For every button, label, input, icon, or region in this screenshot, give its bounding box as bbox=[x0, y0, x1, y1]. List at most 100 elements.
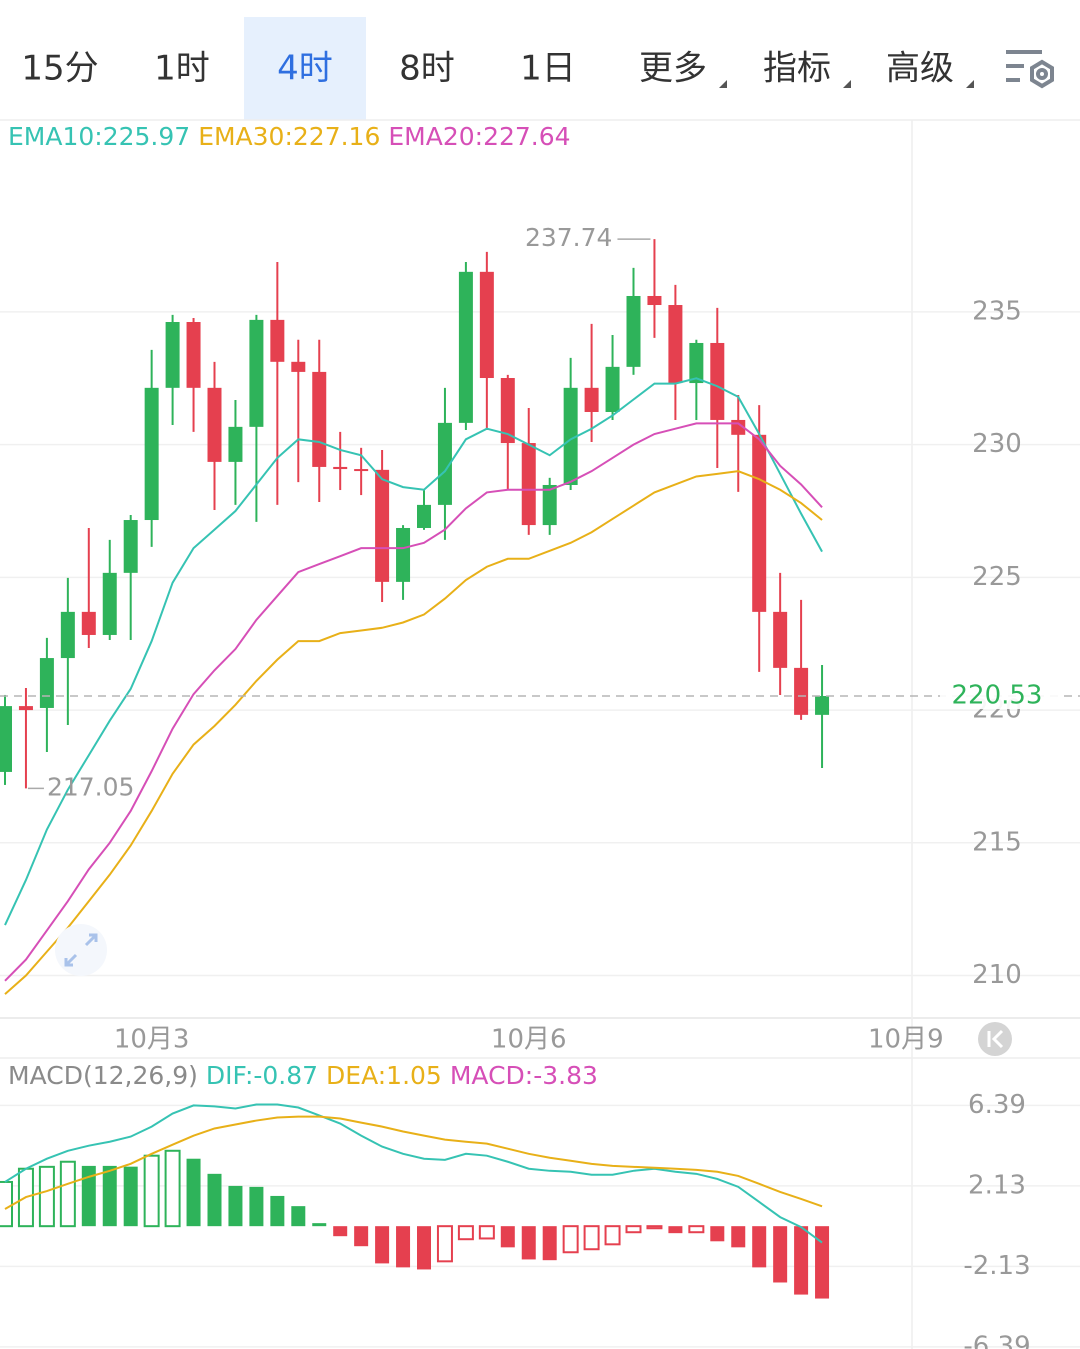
candle-body bbox=[18, 706, 33, 711]
macd-bar bbox=[625, 1225, 642, 1234]
macd-bar bbox=[521, 1226, 536, 1260]
last-price-box bbox=[940, 681, 1060, 710]
legend: MACD(12,26,9) DIF:-0.87 DEA:1.05 MACD:-3.83 bbox=[8, 1061, 598, 1090]
candle-body bbox=[563, 387, 578, 485]
candle-body bbox=[123, 520, 138, 573]
y-tick-label: 235 bbox=[972, 296, 1022, 326]
ema-line bbox=[4, 422, 823, 982]
dropdown-caret bbox=[966, 80, 974, 88]
candle-body bbox=[102, 572, 117, 635]
candle-body bbox=[626, 295, 641, 367]
candle-body bbox=[81, 611, 96, 635]
macd-bar bbox=[291, 1206, 306, 1227]
dropdown-caret bbox=[843, 80, 851, 88]
macd-bar bbox=[457, 1225, 474, 1241]
macd-bar bbox=[102, 1165, 117, 1227]
tab[interactable]: 8时 bbox=[399, 49, 455, 89]
ema-line bbox=[4, 470, 823, 995]
macd-bar bbox=[0, 1180, 13, 1228]
macd-bar bbox=[710, 1226, 725, 1242]
tab[interactable]: 更多 bbox=[639, 49, 727, 89]
icon-hex bbox=[1030, 59, 1054, 89]
tab[interactable]: 1时 bbox=[154, 49, 210, 89]
candle-body bbox=[479, 271, 494, 379]
tab[interactable]: 4时 bbox=[244, 17, 366, 120]
dropdown-caret bbox=[719, 80, 727, 88]
legend-entry: EMA30:227.16 bbox=[198, 122, 380, 151]
tab-label: 1日 bbox=[520, 49, 576, 89]
macd-bar bbox=[773, 1226, 788, 1283]
candle-body bbox=[605, 366, 620, 412]
candle-body bbox=[144, 387, 159, 521]
y-tick-label: 215 bbox=[972, 827, 1022, 857]
candle-body bbox=[291, 361, 306, 372]
macd-bar bbox=[500, 1226, 515, 1248]
tab[interactable]: 高级 bbox=[886, 49, 974, 89]
candle-body bbox=[584, 387, 599, 412]
macd-bar bbox=[81, 1165, 96, 1227]
legend-entry: DIF:-0.87 bbox=[206, 1061, 318, 1090]
macd-bar bbox=[417, 1226, 431, 1270]
macd-bar bbox=[815, 1226, 830, 1299]
x-tick-label: 10月3 bbox=[114, 1025, 190, 1055]
candle-body bbox=[207, 387, 222, 462]
timeframe-tabs: 15分 1时 4时 8时 1日 更多 指标 高级 bbox=[21, 17, 974, 120]
y-tick-label: 210 bbox=[972, 960, 1022, 990]
candle-body bbox=[60, 611, 75, 659]
tab-label: 指标 bbox=[763, 49, 831, 89]
y-tick-label: -2.13 bbox=[963, 1251, 1030, 1281]
macd-bar bbox=[249, 1186, 264, 1227]
last-price-label: 220.53 bbox=[952, 681, 1043, 711]
candle-body bbox=[249, 319, 264, 427]
candle-body bbox=[794, 667, 809, 715]
candle-body bbox=[752, 434, 767, 612]
candle-body bbox=[312, 371, 327, 467]
macd-bar bbox=[354, 1226, 369, 1247]
tab[interactable]: 15分 bbox=[21, 49, 98, 89]
candle-body bbox=[500, 378, 515, 444]
legend-entry: EMA10:225.97 bbox=[8, 122, 190, 151]
macd-bar bbox=[436, 1225, 453, 1263]
candle-body bbox=[458, 271, 473, 423]
macd-bar bbox=[123, 1166, 138, 1227]
y-tick-label: 6.39 bbox=[968, 1090, 1026, 1120]
candle-body bbox=[39, 658, 54, 708]
candle-body bbox=[186, 322, 201, 388]
candle-body bbox=[773, 611, 788, 668]
tab[interactable]: 指标 bbox=[763, 49, 851, 89]
expand-button[interactable] bbox=[55, 924, 107, 976]
expand-arrows bbox=[64, 933, 98, 967]
candle-body bbox=[542, 484, 557, 526]
macd-bar bbox=[688, 1225, 705, 1234]
candle-body bbox=[647, 295, 662, 306]
macd-bar bbox=[59, 1160, 76, 1228]
legend-entry: DEA:1.05 bbox=[326, 1061, 442, 1090]
panel-title: MACD(12,26,9) bbox=[8, 1061, 198, 1090]
macd-bar bbox=[38, 1165, 55, 1228]
x-tick-label: 10月6 bbox=[491, 1025, 567, 1055]
x-tick-label: 10月9 bbox=[868, 1025, 944, 1055]
settings-icon[interactable] bbox=[1006, 50, 1054, 89]
y-tick-label: 2.13 bbox=[968, 1170, 1026, 1200]
y-tick-label: 230 bbox=[972, 429, 1022, 459]
legend-entry: MACD:-3.83 bbox=[450, 1061, 598, 1090]
button-bg bbox=[55, 924, 107, 976]
macd-bar bbox=[143, 1154, 160, 1228]
tab-label: 4时 bbox=[277, 49, 333, 89]
tab-label: 15分 bbox=[21, 49, 98, 89]
macd-bar bbox=[228, 1185, 243, 1227]
tab-label: 更多 bbox=[639, 49, 707, 89]
candle-body bbox=[689, 342, 704, 384]
annotation-label: 237.74 bbox=[525, 223, 612, 252]
tab-label: 1时 bbox=[154, 49, 210, 89]
tab[interactable]: 1日 bbox=[520, 49, 576, 89]
macd-bar bbox=[312, 1223, 327, 1227]
macd-bar bbox=[333, 1226, 348, 1237]
macd-line bbox=[4, 1103, 823, 1244]
scroll-latest-button[interactable] bbox=[978, 1022, 1012, 1056]
macd-bar bbox=[646, 1225, 663, 1230]
candle-body bbox=[354, 469, 369, 472]
tab-label: 8时 bbox=[399, 49, 455, 89]
